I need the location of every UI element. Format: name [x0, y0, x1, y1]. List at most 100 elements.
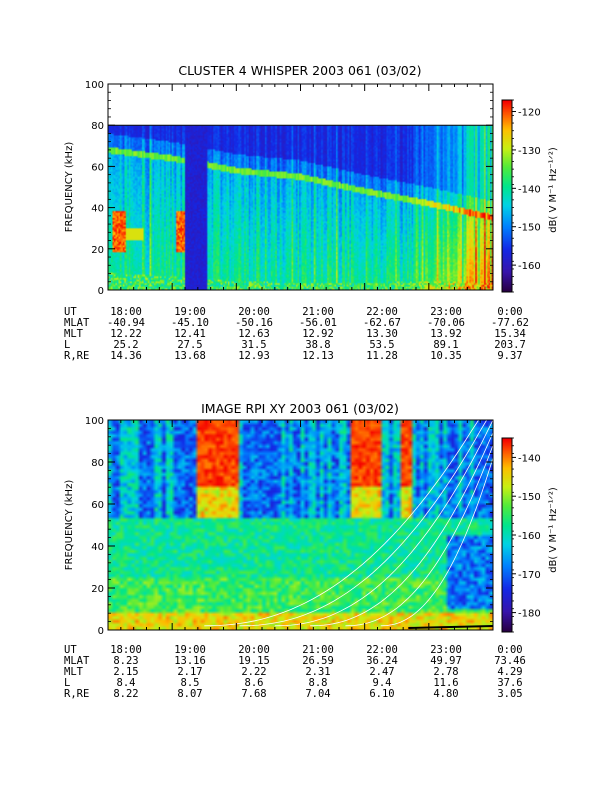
ephemeris-value: 0:00: [497, 306, 523, 318]
y-axis: 0 20 40 60 80 100: [85, 80, 493, 297]
ephemeris-value: 10.35: [430, 350, 462, 362]
y-axis-label: FREQUENCY (kHz): [64, 480, 75, 571]
colorbar: [502, 438, 512, 632]
ephemeris-value: -50.16: [235, 317, 273, 329]
ephemeris-value: 12.63: [238, 328, 270, 340]
colorbar-tick-label: -140: [518, 184, 541, 195]
ephemeris-value: 2.17: [177, 666, 203, 678]
ephemeris-value: 12.92: [302, 328, 334, 340]
ephemeris-value: 13.92: [430, 328, 462, 340]
ephemeris-value: 12.93: [238, 350, 270, 362]
spectrogram-image: [108, 420, 493, 630]
ephemeris-value: 26.59: [302, 655, 334, 667]
ephemeris-value: 0:00: [497, 644, 523, 656]
y-tick-label: 100: [85, 80, 104, 91]
ephemeris-value: 23:00: [430, 306, 462, 318]
ephemeris-row: MLAT -40.94 -45.10 -50.16 -56.01 -62.67 -70.06…: [64, 317, 529, 329]
ephemeris-value: -56.01: [299, 317, 337, 329]
ephemeris-value: 4.29: [497, 666, 523, 678]
ephemeris-label: L: [64, 677, 71, 689]
gyro-curve: [310, 432, 494, 627]
ephemeris-value: 8.6: [244, 677, 264, 689]
colorbar-tick-label: -150: [518, 223, 541, 234]
ephemeris-value: 2.15: [113, 666, 139, 678]
ephemeris-row: MLAT 8.23 13.16 19.15 26.59 36.24 49.97 73.46: [64, 655, 526, 667]
ephemeris-value: 3.05: [497, 688, 523, 700]
ephemeris-label: L: [64, 339, 71, 351]
gyro-curve: [204, 419, 493, 627]
gyro-curve: [239, 419, 493, 627]
ephemeris-value: 8.22: [113, 688, 139, 700]
ephemeris-value: 2.47: [369, 666, 395, 678]
ephemeris-value: 25.2: [113, 339, 139, 351]
ephemeris-row: L 8.4 8.5 8.6 8.8 9.4 11.6 37.6: [64, 677, 523, 689]
ephemeris-value: 9.37: [497, 350, 523, 362]
y-tick-label: 100: [85, 416, 104, 427]
ephemeris-value: 22:00: [366, 644, 398, 656]
ephemeris-value: 73.46: [494, 655, 526, 667]
y-tick-label: 0: [98, 286, 104, 297]
ephemeris-value: 7.04: [305, 688, 331, 700]
ephemeris-value: -77.62: [491, 317, 529, 329]
colorbar-tick-label: -170: [518, 570, 541, 581]
ephemeris-row: R,RE 8.22 8.07 7.68 7.04 6.10 4.80 3.05: [64, 688, 523, 700]
ephemeris-value: 11.6: [433, 677, 459, 689]
ephemeris-value: -70.06: [427, 317, 465, 329]
ephemeris-value: 18:00: [110, 644, 142, 656]
y-tick-label: 60: [91, 500, 104, 511]
ephemeris-value: 9.4: [372, 677, 392, 689]
colorbar: [502, 100, 512, 292]
ephemeris-value: 21:00: [302, 306, 334, 318]
x-axis: [107, 420, 494, 630]
trace-line: [408, 625, 494, 629]
ephemeris-value: 19:00: [174, 306, 206, 318]
gyro-curve: [380, 457, 494, 627]
ephemeris-label: UT: [64, 644, 77, 656]
colorbar-tick-label: -180: [518, 609, 541, 620]
ephemeris-value: 12.22: [110, 328, 142, 340]
ephemeris-value: 22:00: [366, 306, 398, 318]
ephemeris-row: L 25.2 27.5 31.5 38.8 53.5 89.1 203.7: [64, 339, 526, 351]
ephemeris-value: 31.5: [241, 339, 267, 351]
y-tick-label: 60: [91, 162, 104, 173]
ephemeris-row: R,RE 14.36 13.68 12.93 12.13 11.28 10.35 9.37: [64, 350, 523, 362]
ephemeris-label: R,RE: [64, 350, 90, 362]
ephemeris-value: 27.5: [177, 339, 203, 351]
ephemeris-value: 2.22: [241, 666, 267, 678]
colorbar-ticks: -140 -150 -160 -170 -180: [512, 437, 541, 633]
ephemeris-value: 12.41: [174, 328, 206, 340]
ephemeris-label: MLAT: [64, 317, 90, 329]
y-tick-label: 80: [91, 121, 104, 132]
ephemeris-value: 18:00: [110, 306, 142, 318]
overlay: [204, 419, 494, 629]
ephemeris-value: 89.1: [433, 339, 459, 351]
ephemeris-value: 8.4: [116, 677, 136, 689]
y-tick-label: 40: [91, 204, 104, 215]
ephemeris-value: -40.94: [107, 317, 145, 329]
panel-title: CLUSTER 4 WHISPER 2003 061 (03/02): [178, 63, 421, 78]
colorbar-tick-label: -160: [518, 261, 541, 272]
ephemeris-value: 20:00: [238, 306, 270, 318]
ephemeris-value: 15.34: [494, 328, 526, 340]
ephemeris-value: 203.7: [494, 339, 526, 351]
ephemeris-value: 37.6: [497, 677, 523, 689]
ephemeris-value: 53.5: [369, 339, 395, 351]
ephemeris-value: 8.8: [308, 677, 328, 689]
ephemeris-value: 11.28: [366, 350, 398, 362]
ephemeris-value: 7.68: [241, 688, 267, 700]
colorbar-label: dB( V M⁻¹ Hz⁻¹ᐟ²): [548, 487, 559, 573]
ephemeris-value: 8.23: [113, 655, 139, 667]
ephemeris-value: 23:00: [430, 644, 462, 656]
ephemeris-label: MLAT: [64, 655, 90, 667]
y-axis: 0 20 40 60 80 100: [85, 416, 493, 637]
ephemeris-value: 13.16: [174, 655, 206, 667]
ephemeris-value: 13.68: [174, 350, 206, 362]
ephemeris-value: 14.36: [110, 350, 142, 362]
colorbar-tick-label: -140: [518, 453, 541, 464]
ephemeris-row: MLT 2.15 2.17 2.22 2.31 2.47 2.78 4.29: [64, 666, 523, 678]
y-tick-label: 20: [91, 584, 104, 595]
ephemeris-label: MLT: [64, 328, 83, 340]
ephemeris-value: 13.30: [366, 328, 398, 340]
